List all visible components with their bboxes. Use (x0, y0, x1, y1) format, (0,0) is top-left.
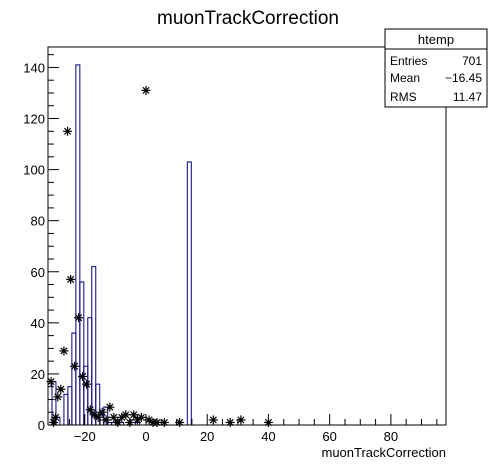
marker-stroke (75, 314, 83, 322)
histogram-bin (91, 266, 97, 426)
data-point-marker (105, 402, 115, 412)
marker-stroke (71, 362, 79, 370)
marker-stroke (209, 416, 217, 424)
axes: −20 0 20 40 60 80 0 20 40 60 80 100 120 140 (23, 46, 447, 444)
y-tick-label: 40 (31, 316, 45, 331)
marker-stroke (237, 416, 245, 424)
stats-entries-value: 701 (462, 54, 482, 68)
marker-stroke (145, 416, 153, 424)
plot-frame (47, 46, 447, 426)
marker-stroke (122, 411, 130, 419)
marker-stroke (47, 378, 55, 386)
stats-mean-value: −16.45 (445, 71, 482, 85)
stats-mean-label: Mean (390, 71, 420, 85)
data-point-marker (63, 126, 73, 136)
data-point-marker (113, 417, 123, 427)
stats-rms-label: RMS (390, 90, 417, 104)
histogram-bin (63, 393, 69, 426)
data-point-marker (59, 346, 69, 356)
histogram-bin (186, 161, 192, 426)
stats-entries-label: Entries (390, 54, 427, 68)
data-point-marker (78, 371, 88, 381)
y-tick-label: 80 (31, 214, 45, 229)
data-point-marker (93, 412, 103, 422)
y-tick-label: 120 (23, 112, 45, 127)
data-point-marker (85, 405, 95, 415)
histogram-bin (75, 64, 81, 426)
histogram-bin (79, 281, 85, 426)
data-point-marker (74, 313, 84, 323)
data-point-marker (121, 410, 131, 420)
marker-stroke (60, 347, 68, 355)
marker-stroke (94, 413, 102, 421)
y-tick-label: 20 (31, 367, 45, 382)
x-tick-label: 0 (142, 429, 149, 444)
data-point-marker (136, 412, 146, 422)
data-point-marker (66, 274, 76, 284)
data-point-marker (101, 415, 111, 425)
marker-stroke (90, 411, 98, 419)
marker-stroke (54, 393, 62, 401)
data-point-marker (53, 392, 63, 402)
marker-stroke (86, 406, 94, 414)
data-point-marker (225, 417, 235, 427)
data-point-marker (125, 417, 135, 427)
x-tick-label: 20 (200, 429, 214, 444)
stats-box-title: htemp (418, 32, 454, 47)
stats-rms-value: 11.47 (453, 90, 482, 104)
x-tick-label: −20 (74, 429, 96, 444)
marker-stroke (52, 413, 60, 421)
marker-stroke (67, 275, 75, 283)
x-tick-label: 40 (261, 429, 275, 444)
marker-stroke (110, 413, 118, 421)
plot-area (46, 64, 273, 427)
marker-stroke (79, 372, 87, 381)
x-tick-label: 60 (322, 429, 336, 444)
marker-stroke (83, 380, 91, 388)
data-point-marker (97, 407, 107, 417)
y-tick-label: 140 (23, 60, 45, 75)
data-point-marker (208, 415, 218, 425)
y-tick-label: 60 (31, 265, 45, 280)
marker-stroke (137, 413, 145, 421)
y-tick-label: 100 (23, 163, 45, 178)
y-tick-label: 0 (38, 418, 45, 433)
x-tick-label: 80 (384, 429, 398, 444)
marker-stroke (57, 385, 65, 393)
marker-stroke (106, 403, 114, 411)
chart-title: muonTrackCorrection (157, 8, 339, 29)
data-point-marker (56, 384, 66, 394)
marker-stroke (102, 416, 110, 424)
data-point-marker (70, 361, 80, 371)
marker-stroke (142, 86, 150, 94)
data-point-marker (141, 85, 151, 95)
histogram-bin (71, 332, 77, 426)
marker-stroke (98, 408, 106, 416)
data-point-marker (82, 379, 92, 389)
data-point-marker (51, 412, 61, 422)
data-point-marker (109, 412, 119, 422)
marker-stroke (130, 411, 138, 419)
stats-box-frame (384, 28, 488, 108)
marker-stroke (64, 127, 72, 135)
x-axis-title: muonTrackCorrection (321, 445, 446, 460)
data-point-marker (236, 415, 246, 425)
data-point-marker (129, 410, 139, 420)
stats-box: htemp Entries 701 Mean −16.45 RMS 11.47 (384, 28, 488, 108)
